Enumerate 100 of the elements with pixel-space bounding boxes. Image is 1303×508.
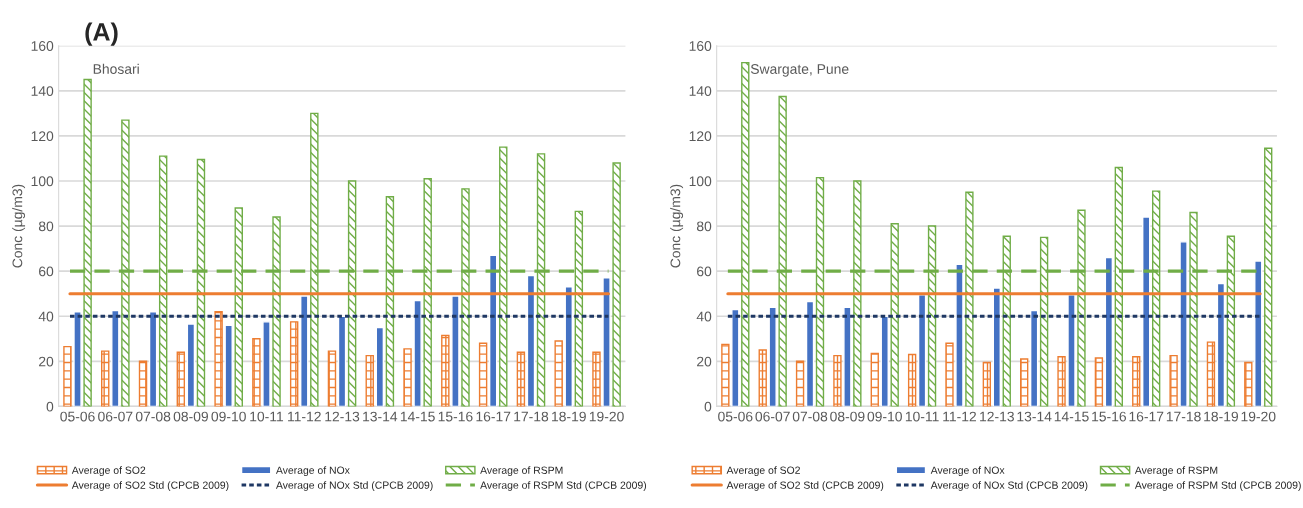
bar [1029, 309, 1039, 407]
bar [289, 321, 299, 407]
x-tick-label: 07-08 [792, 411, 828, 422]
bar [795, 360, 805, 407]
bar [880, 315, 889, 407]
y-tick-label: 120 [31, 131, 54, 142]
bar [1057, 356, 1066, 407]
y-tick-label: 100 [31, 176, 54, 187]
bar [1142, 216, 1151, 407]
legend-label: Average of RSPM [480, 466, 563, 476]
bar [731, 308, 740, 407]
y-tick-label: 60 [697, 266, 712, 277]
legend-label: Average of SO2 Std (CPCB 2009) [71, 481, 229, 491]
bar [1254, 260, 1263, 407]
x-tick-label: 10-11 [250, 411, 284, 422]
x-tick-label: 13-14 [1017, 411, 1052, 422]
legend-label: Average of NOx [930, 466, 1005, 476]
bar [526, 274, 536, 407]
x-tick-label: 07-08 [135, 411, 171, 422]
legend-label: Average of RSPM Std (CPCB 2009) [480, 481, 647, 491]
bar [1020, 358, 1029, 407]
bar [564, 286, 573, 407]
bar [327, 350, 337, 407]
y-tick-label: 40 [38, 311, 54, 322]
x-tick-label: 11-12 [943, 411, 976, 422]
bar [917, 294, 927, 407]
legend-label: Average of NOx Std (CPCB 2009) [930, 481, 1088, 491]
y-tick-label: 20 [39, 356, 54, 367]
x-tick-label: 12-13 [325, 411, 360, 422]
bar [945, 342, 954, 407]
bar [1104, 256, 1114, 407]
x-tick-label: 18-19 [1204, 411, 1239, 422]
x-tick-label: 09-10 [211, 411, 246, 422]
bar [592, 351, 601, 407]
bar [441, 334, 450, 407]
bar [982, 361, 992, 407]
bar [1132, 356, 1141, 407]
y-tick-label: 60 [39, 266, 54, 277]
x-tick-label: 16-17 [1129, 411, 1164, 422]
x-tick-label: 15-16 [1092, 411, 1127, 422]
bar [300, 295, 309, 407]
x-tick-label: 13-14 [363, 411, 398, 422]
bar [365, 354, 374, 407]
x-tick-label: 06-07 [755, 411, 790, 422]
y-axis-title: Conc (µg/m3) [670, 184, 684, 268]
y-tick-label: 0 [704, 401, 712, 412]
x-tick-label: 08-09 [830, 411, 865, 422]
bar [138, 360, 148, 407]
legend-label: Average of RSPM Std (CPCB 2009) [1134, 481, 1301, 491]
bar [1179, 241, 1188, 407]
x-tick-label: 11-12 [288, 411, 321, 422]
y-tick-label: 160 [689, 41, 712, 51]
x-tick-label: 18-19 [552, 411, 586, 422]
y-tick-label: 20 [697, 356, 712, 367]
bar [186, 323, 196, 407]
bar [805, 300, 815, 407]
bar [554, 340, 563, 407]
legend-label: Average of NOx Std (CPCB 2009) [275, 481, 433, 491]
bar [1094, 357, 1104, 407]
x-tick-label: 16-17 [476, 411, 511, 422]
bar [1067, 294, 1076, 407]
bar [478, 342, 488, 407]
bar [214, 311, 223, 407]
bar [224, 324, 233, 407]
x-tick-label: 08-09 [173, 411, 208, 422]
bar [516, 351, 526, 407]
bar [73, 311, 82, 407]
bar [907, 353, 917, 407]
chart-title: (A) [85, 22, 118, 46]
bar [375, 326, 385, 407]
y-tick-label: 160 [31, 41, 54, 51]
bar [176, 351, 186, 407]
bar [1264, 147, 1273, 407]
x-tick-label: 09-10 [867, 411, 902, 422]
y-tick-label: 140 [689, 86, 712, 96]
x-tick-label: 17-18 [514, 411, 549, 422]
y-tick-label: 140 [31, 86, 54, 96]
x-tick-label: 05-06 [718, 411, 753, 422]
bar [833, 354, 842, 407]
bar [252, 338, 261, 407]
bar [955, 263, 964, 407]
bar [768, 306, 777, 407]
bar [1244, 361, 1253, 407]
bar [843, 306, 852, 407]
x-tick-label: 14-15 [400, 411, 435, 422]
legend-label: Average of RSPM [1134, 466, 1218, 476]
x-tick-label: 10-11 [905, 411, 939, 422]
bar [413, 299, 422, 407]
bar [721, 343, 730, 407]
legend-label: Average of SO2 Std (CPCB 2009) [726, 481, 884, 491]
bar [1206, 341, 1216, 407]
y-tick-label: 0 [46, 401, 54, 412]
x-tick-label: 17-18 [1166, 411, 1201, 422]
x-tick-label: 19-20 [1241, 411, 1276, 422]
bar [451, 295, 460, 407]
text: Bhosari [93, 63, 139, 74]
y-tick-label: 40 [696, 311, 712, 322]
bar [870, 352, 879, 407]
x-tick-label: 05-06 [60, 411, 95, 422]
legend-label: Average of SO2 [71, 466, 146, 476]
